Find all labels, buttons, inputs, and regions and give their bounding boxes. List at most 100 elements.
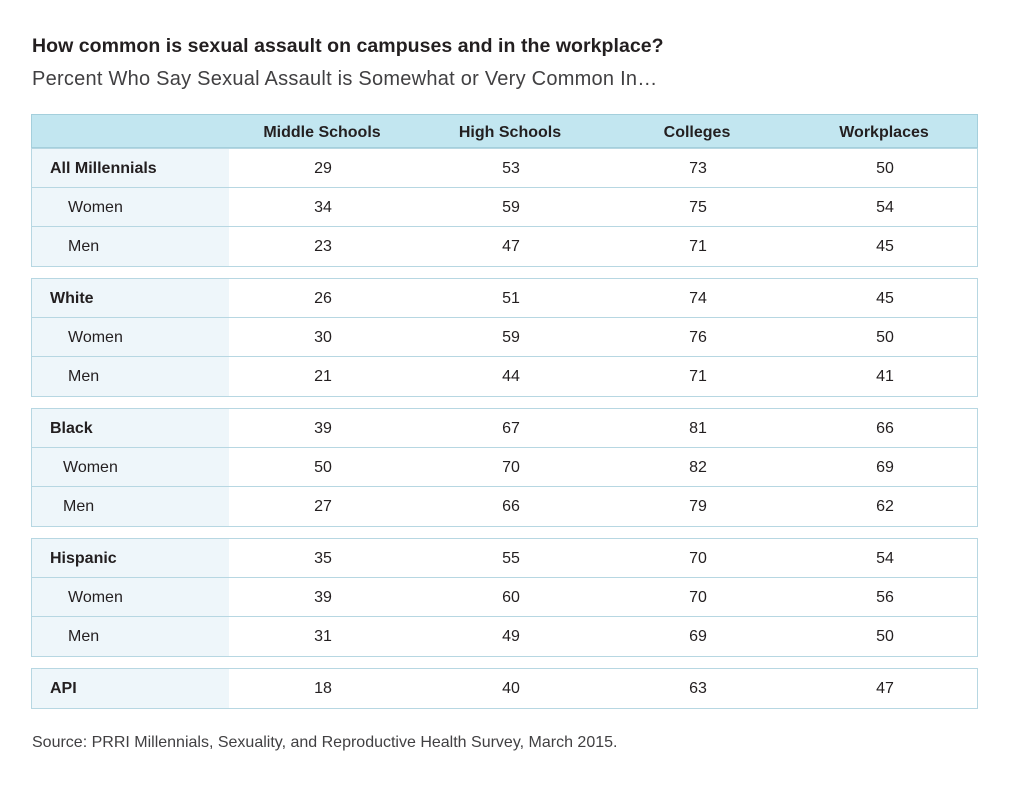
value-cell: 82 [689,459,707,476]
subgroup-label: Men [63,498,95,515]
column-header: High Schools [458,124,562,141]
value-cell: 81 [689,420,707,437]
subgroup-label: Women [68,199,123,216]
value-cell: 30 [314,329,332,346]
column-header: Colleges [663,124,731,141]
row-divider [32,447,977,448]
value-cell: 69 [689,628,707,645]
value-cell: 45 [876,290,894,307]
value-cell: 67 [502,420,520,437]
table-row: All Millennials 29 53 73 50 [32,149,977,188]
value-cell: 55 [502,550,520,567]
value-cell: 54 [876,199,894,216]
value-cell: 29 [314,160,332,177]
column-header: Workplaces [839,124,929,141]
label-column-shade [32,149,229,266]
table-row: Men 21 44 71 41 [32,357,977,396]
value-cell: 50 [876,160,894,177]
value-cell: 56 [876,589,894,606]
value-cell: 39 [314,420,332,437]
value-cell: 66 [876,420,894,437]
label-column-shade [32,669,229,708]
chart-subtitle: Percent Who Say Sexual Assault is Somewh… [32,68,658,90]
table-row: White 26 51 74 45 [32,279,977,318]
table-row: Women 50 70 82 69 [32,448,977,487]
row-divider [32,616,977,617]
value-cell: 73 [689,160,707,177]
value-cell: 47 [502,238,520,255]
source-note: Source: PRRI Millennials, Sexuality, and… [32,734,618,751]
value-cell: 18 [314,680,332,697]
group-label: White [50,290,94,307]
value-cell: 45 [876,238,894,255]
value-cell: 27 [314,498,332,515]
group-label: API [50,680,77,697]
label-column-shade [32,409,229,526]
value-cell: 59 [502,329,520,346]
row-group: API 18 40 63 47 [31,668,978,709]
row-group: White 26 51 74 45 Women 30 59 76 50 Men 21 44 71 41 [31,278,978,397]
value-cell: 70 [502,459,520,476]
value-cell: 54 [876,550,894,567]
row-group: Hispanic 35 55 70 54 Women 39 60 70 56 Men 31 49 69 50 [31,538,978,657]
value-cell: 50 [876,329,894,346]
value-cell: 23 [314,238,332,255]
row-group: All Millennials 29 53 73 50 Women 34 59 75 54 Men 2… [31,148,978,267]
value-cell: 31 [314,628,332,645]
value-cell: 51 [502,290,520,307]
value-cell: 70 [689,589,707,606]
chart-title: How common is sexual assault on campuses… [32,35,664,57]
label-column-shade [32,539,229,656]
table-row: Black 39 67 81 66 [32,409,977,448]
value-cell: 47 [876,680,894,697]
table-row: Men 31 49 69 50 [32,617,977,656]
group-label: Black [50,420,93,437]
value-cell: 50 [876,628,894,645]
subgroup-label: Women [63,459,118,476]
value-cell: 59 [502,199,520,216]
value-cell: 39 [314,589,332,606]
table-row: Hispanic 35 55 70 54 [32,539,977,578]
value-cell: 26 [314,290,332,307]
row-divider [32,356,977,357]
column-header: Middle Schools [263,124,381,141]
row-group: Black 39 67 81 66 Women 50 70 82 69 Men 27 66 79 62 [31,408,978,527]
value-cell: 34 [314,199,332,216]
value-cell: 41 [876,368,894,385]
row-divider [32,226,977,227]
subgroup-label: Men [68,238,100,255]
table-row: Men 27 66 79 62 [32,487,977,526]
value-cell: 63 [689,680,707,697]
value-cell: 71 [689,368,707,385]
value-cell: 76 [689,329,707,346]
table-row: API 18 40 63 47 [32,669,977,708]
value-cell: 21 [314,368,332,385]
value-cell: 40 [502,680,520,697]
row-divider [32,317,977,318]
value-cell: 50 [314,459,332,476]
table-row: Women 39 60 70 56 [32,578,977,617]
value-cell: 71 [689,238,707,255]
table-row: Men 23 47 71 45 [32,227,977,266]
subgroup-label: Men [68,628,100,645]
value-cell: 49 [502,628,520,645]
row-divider [32,577,977,578]
subgroup-label: Men [68,368,100,385]
value-cell: 66 [502,498,520,515]
value-cell: 70 [689,550,707,567]
value-cell: 53 [502,160,520,177]
value-cell: 69 [876,459,894,476]
row-divider [32,486,977,487]
group-label: All Millennials [50,160,157,177]
value-cell: 75 [689,199,707,216]
subgroup-label: Women [68,589,123,606]
table-row: Women 30 59 76 50 [32,318,977,357]
row-divider [32,187,977,188]
label-column-shade [32,279,229,396]
value-cell: 60 [502,589,520,606]
group-label: Hispanic [50,550,117,567]
table-row: Women 34 59 75 54 [32,188,977,227]
value-cell: 62 [876,498,894,515]
value-cell: 35 [314,550,332,567]
